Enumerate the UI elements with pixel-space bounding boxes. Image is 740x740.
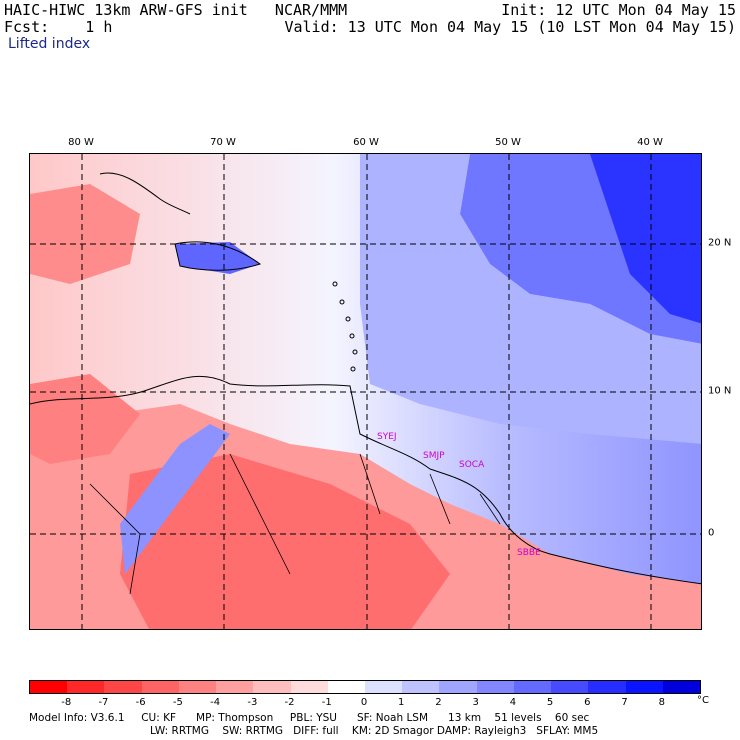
colorbar-swatch — [327, 681, 365, 693]
coastline — [30, 375, 701, 585]
colorbar-swatch — [439, 681, 477, 693]
colorbar-swatch — [476, 681, 514, 693]
lesser-antilles — [332, 281, 358, 372]
colorbar-label: 8 — [658, 697, 665, 708]
init-time: Init: 12 UTC Mon 04 May 15 — [501, 1, 736, 19]
colorbar-swatch — [104, 681, 142, 693]
lat-label-10n: 10 N — [708, 385, 732, 397]
colorbar-label: 4 — [509, 697, 517, 708]
colorbar-label: -2 — [284, 697, 295, 708]
colorbar-swatch — [551, 681, 589, 693]
colorbar-label: -8 — [61, 697, 72, 708]
colorbar-swatch — [364, 681, 403, 693]
lon-label-70w: 70 W — [210, 137, 236, 148]
coastline-cuba — [99, 172, 191, 215]
colorbar-swatch — [588, 681, 626, 693]
colorbar-label: -6 — [135, 697, 146, 708]
colorbar-label: -1 — [321, 697, 332, 708]
colorbar-label: 5 — [546, 697, 554, 708]
colorbar-swatch — [141, 681, 179, 693]
colorbar-swatch — [30, 681, 68, 693]
colorbar — [29, 680, 701, 694]
coastline-hispaniola — [174, 241, 262, 271]
model-info-line2: LW: RRTMG SW: RRTMG DIFF: full KM: 2D Sm… — [150, 725, 599, 737]
colorbar-swatch — [662, 681, 700, 693]
colorbar-label: -5 — [172, 697, 183, 708]
andes-stable-streak — [120, 424, 230, 574]
colorbar-label: 0 — [360, 697, 368, 708]
pacific-unstable-area — [30, 374, 140, 464]
lon-label-60w: 60 W — [353, 137, 379, 148]
station-label-soca: SOCA — [459, 460, 485, 470]
colorbar-label: -3 — [247, 697, 258, 708]
colorbar-swatch — [67, 681, 105, 693]
graticule — [30, 154, 701, 629]
colorbar-label: 1 — [398, 697, 405, 708]
colorbar-label: -4 — [210, 697, 221, 708]
model-info-line1: Model Info: V3.6.1 CU: KF MP: Thompson P… — [29, 712, 590, 724]
lifted-index-map — [29, 153, 702, 630]
lat-label-0: 0 — [708, 527, 715, 539]
colorbar-label: 7 — [621, 697, 628, 708]
colorbar-swatch — [625, 681, 663, 693]
lon-label-50w: 50 W — [495, 137, 521, 148]
caribbean-unstable-area — [30, 184, 140, 284]
moderate-stability-zone — [360, 154, 701, 444]
valid-time: Valid: 13 UTC Mon 04 May 15 (10 LST Mon … — [284, 18, 736, 36]
model-title: HAIC-HIWC 13km ARW-GFS init NCAR/MMM — [4, 1, 348, 19]
station-label-smjp: SMJP — [423, 451, 445, 461]
lon-label-40w: 40 W — [637, 137, 663, 148]
colorbar-swatch — [402, 681, 440, 693]
colorbar-label: 3 — [472, 697, 479, 708]
colorbar-swatch — [253, 681, 291, 693]
lat-label-20n: 20 N — [708, 237, 732, 249]
colorbar-swatch — [513, 681, 552, 693]
lon-label-80w: 80 W — [68, 137, 94, 148]
colorbar-swatch — [216, 681, 254, 693]
variable-name: Lifted index — [8, 36, 91, 52]
colorbar-swatch — [290, 681, 328, 693]
forecast-hour: Fcst: 1 h — [4, 18, 113, 36]
station-label-sbbe: SBBE — [517, 548, 541, 558]
colorbar-unit: °C — [697, 695, 709, 706]
station-label-syej: SYEJ — [377, 432, 397, 442]
max-stability-zone — [590, 154, 701, 324]
colorbar-label: 2 — [435, 697, 442, 708]
colorbar-label: 6 — [584, 697, 591, 708]
colorbar-swatch — [178, 681, 217, 693]
hispaniola-stable-area — [175, 242, 260, 274]
colorbar-label: -7 — [98, 697, 109, 708]
